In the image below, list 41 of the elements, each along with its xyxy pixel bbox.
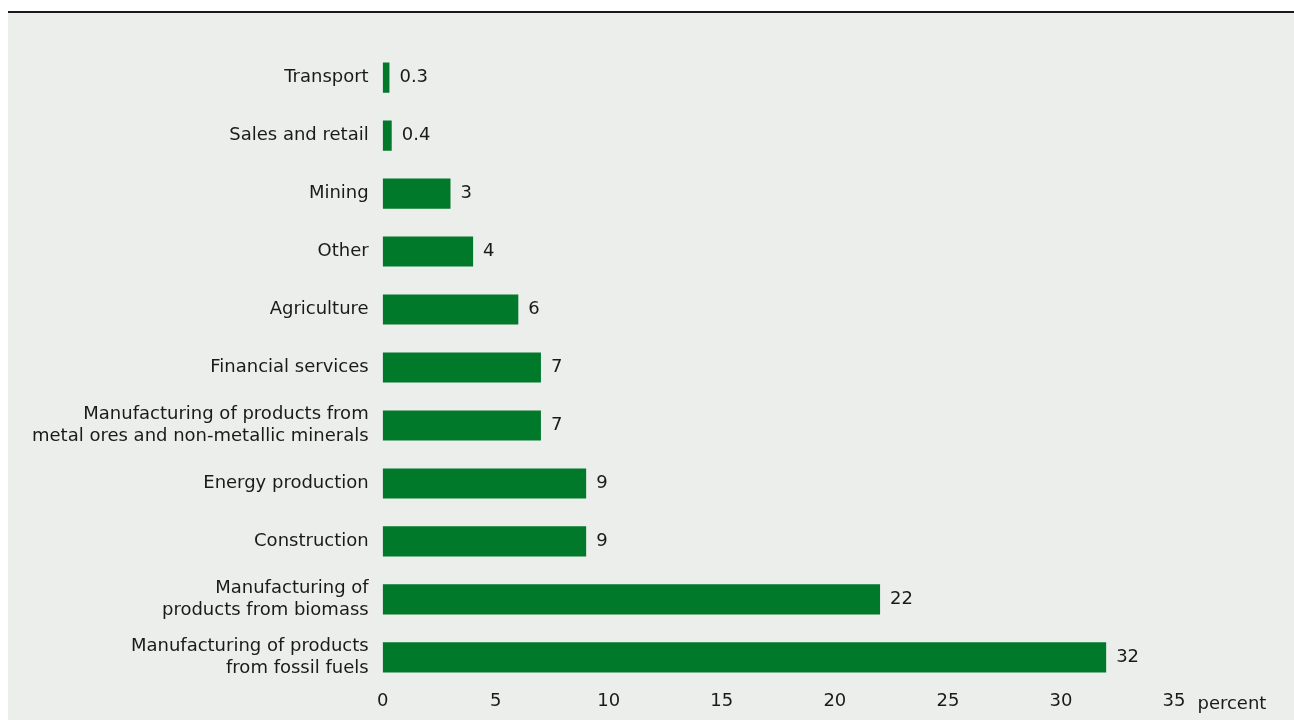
data-label: 0.4	[401, 123, 431, 145]
data-label: 22	[890, 587, 913, 609]
data-label: 9	[596, 471, 608, 493]
bar	[382, 642, 1107, 673]
data-label: 32	[1116, 645, 1140, 667]
x-tick-label: 20	[823, 688, 847, 710]
y-tick-label: Transport	[283, 65, 369, 87]
y-tick-label: Financial services	[210, 355, 369, 377]
data-label: 6	[528, 297, 540, 319]
bar	[382, 526, 587, 557]
bar	[382, 120, 392, 151]
x-tick-label: 0	[376, 688, 389, 710]
data-label: 4	[483, 239, 495, 261]
bar	[382, 294, 519, 325]
y-tick-label: Energy production	[203, 471, 369, 493]
y-tick-label: Manufacturing of products from fossil fuels	[130, 634, 369, 677]
y-tick-label: Manufacturing of products from metal ores and non-metallic minerals	[31, 402, 369, 445]
y-tick-label: Manufacturing of products from biomass	[161, 576, 370, 619]
y-tick-label: Agriculture	[269, 297, 369, 319]
bar	[382, 584, 881, 615]
data-label: 7	[550, 413, 563, 435]
x-tick-label: 25	[936, 688, 960, 710]
data-label: 3	[460, 181, 472, 203]
x-tick-label: 35	[1162, 688, 1186, 710]
x-tick-label: 5	[489, 688, 502, 710]
x-axis-title: percent	[1197, 692, 1267, 714]
bar	[382, 410, 541, 441]
y-tick-label: Other	[317, 239, 370, 261]
bar	[382, 178, 451, 209]
bar	[382, 468, 587, 499]
x-tick-label: 30	[1049, 688, 1073, 710]
data-label: 0.3	[399, 65, 429, 87]
y-tick-label: Mining	[308, 181, 369, 203]
data-label: 9	[596, 529, 608, 551]
data-label: 7	[550, 355, 563, 377]
bar	[382, 352, 541, 383]
y-tick-label: Sales and retail	[229, 123, 369, 145]
x-tick-label: 10	[597, 688, 621, 710]
y-tick-label: Construction	[254, 529, 369, 551]
bar	[382, 236, 474, 267]
x-tick-label: 15	[710, 688, 734, 710]
